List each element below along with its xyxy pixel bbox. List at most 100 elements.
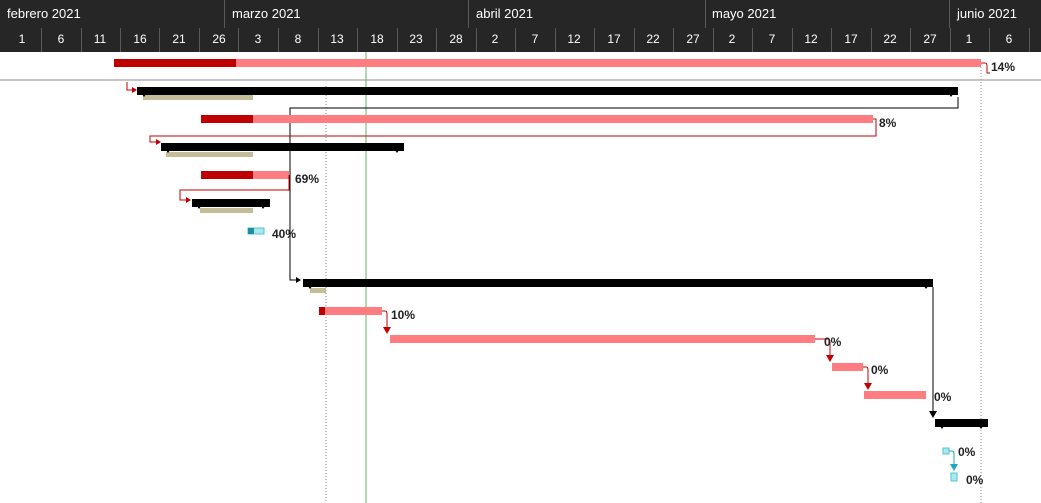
month-separator: [949, 0, 950, 28]
summary-bar: [303, 279, 933, 287]
percent-complete-label: 0%: [824, 335, 842, 349]
summary-start-marker: [192, 199, 206, 209]
day-label: 12: [567, 32, 581, 46]
summary-end-marker: [974, 419, 988, 429]
percent-complete-label: 14%: [991, 60, 1015, 74]
task-bar-row-15[interactable]: [950, 472, 958, 482]
task-bar-row-12[interactable]: [864, 391, 926, 399]
month-label-marzo: marzo 2021: [232, 6, 301, 21]
day-label: 1: [18, 32, 26, 46]
month-separator: [224, 0, 225, 28]
day-separator: [831, 28, 832, 52]
task-bar-row-3[interactable]: [201, 115, 873, 123]
day-separator: [238, 28, 239, 52]
summary-bar-row-8[interactable]: [296, 277, 933, 293]
dependency-arrow: [156, 139, 161, 145]
month-separator: [468, 0, 469, 28]
baseline-bar: [166, 152, 253, 157]
summary-start-marker: [935, 419, 949, 429]
summary-bar: [935, 419, 988, 427]
day-separator: [950, 28, 951, 52]
day-separator: [397, 28, 398, 52]
month-label-mayo: mayo 2021: [712, 6, 777, 21]
dependency-connector: [815, 338, 831, 356]
dependency-connector: [863, 366, 869, 384]
day-separator: [41, 28, 42, 52]
task-bar-row-5[interactable]: [201, 171, 289, 179]
summary-bar-row-13[interactable]: [935, 419, 988, 429]
summary-bar-row-6[interactable]: [192, 199, 270, 213]
dependency-connector: [149, 118, 877, 143]
day-label: 22: [646, 32, 660, 46]
task-bar-row-14[interactable]: [942, 447, 950, 455]
day-label: 8: [294, 32, 302, 46]
day-separator: [634, 28, 635, 52]
day-label: 23: [409, 32, 423, 46]
day-separator: [81, 28, 82, 52]
day-label: 2: [728, 32, 736, 46]
task-bar-remaining: [114, 59, 981, 67]
task-bar-progress: [201, 171, 253, 179]
summary-start-marker: [303, 279, 317, 289]
task-bar-remaining: [832, 363, 863, 371]
dependency-arrow: [296, 277, 301, 283]
task-bar-progress: [319, 307, 325, 315]
day-separator: [120, 28, 121, 52]
gantt-chart-area[interactable]: 14% 8% 69% 40%: [0, 52, 1041, 503]
percent-complete-label: 0%: [958, 445, 976, 459]
summary-start-marker: [161, 143, 175, 153]
month-label-abril: abril 2021: [476, 6, 534, 21]
task-bar-remaining: [319, 307, 382, 315]
day-separator: [199, 28, 200, 52]
day-separator: [910, 28, 911, 52]
percent-complete-label: 40%: [272, 227, 296, 241]
percent-complete-label: 0%: [966, 473, 984, 487]
day-separator: [989, 28, 990, 52]
day-label: 27: [686, 32, 700, 46]
dependency-arrow: [929, 411, 937, 418]
day-label: 12: [804, 32, 818, 46]
task-bar-row-7[interactable]: [247, 227, 265, 235]
dependency-arrow: [383, 327, 391, 334]
day-label: 11: [93, 32, 107, 46]
dependency-connector: [179, 175, 290, 201]
dependency-arrow: [826, 355, 834, 362]
day-separator: [673, 28, 674, 52]
dependency-arrow: [864, 383, 872, 390]
task-bar-remaining: [864, 391, 926, 399]
task-bar-row-11[interactable]: [832, 363, 863, 371]
baseline-bar: [200, 208, 253, 213]
task-bar-remaining: [390, 335, 815, 343]
day-separator: [871, 28, 872, 52]
summary-end-marker: [390, 143, 404, 153]
day-separator: [1029, 28, 1030, 52]
percent-complete-label: 0%: [871, 363, 889, 377]
day-separator: [555, 28, 556, 52]
month-label-febrero: febrero 2021: [7, 6, 81, 21]
summary-bar: [161, 143, 404, 151]
day-label: 22: [883, 32, 897, 46]
month-separator: [705, 0, 706, 28]
task-bar-row-9[interactable]: [319, 307, 382, 315]
summary-start-marker: [137, 87, 151, 97]
task-bar-row-1[interactable]: [114, 59, 981, 67]
dependency-connector: [382, 310, 388, 328]
summary-bar-row-2[interactable]: [137, 87, 958, 100]
day-label: 6: [57, 32, 65, 46]
day-separator: [713, 28, 714, 52]
percent-complete-label: 0%: [934, 390, 952, 404]
day-label: 3: [254, 32, 262, 46]
day-label: 28: [449, 32, 463, 46]
day-separator: [594, 28, 595, 52]
day-label: 7: [768, 32, 776, 46]
day-label: 17: [844, 32, 858, 46]
day-separator: [159, 28, 160, 52]
milestone-task-progress: [248, 228, 254, 234]
dependency-arrow: [132, 87, 137, 93]
task-bar-row-10[interactable]: [390, 335, 815, 343]
summary-end-marker: [256, 199, 270, 209]
dependency-connector: [981, 62, 990, 74]
summary-bar-row-4[interactable]: [161, 143, 404, 157]
day-separator: [357, 28, 358, 52]
dependency-connector: [289, 97, 959, 281]
